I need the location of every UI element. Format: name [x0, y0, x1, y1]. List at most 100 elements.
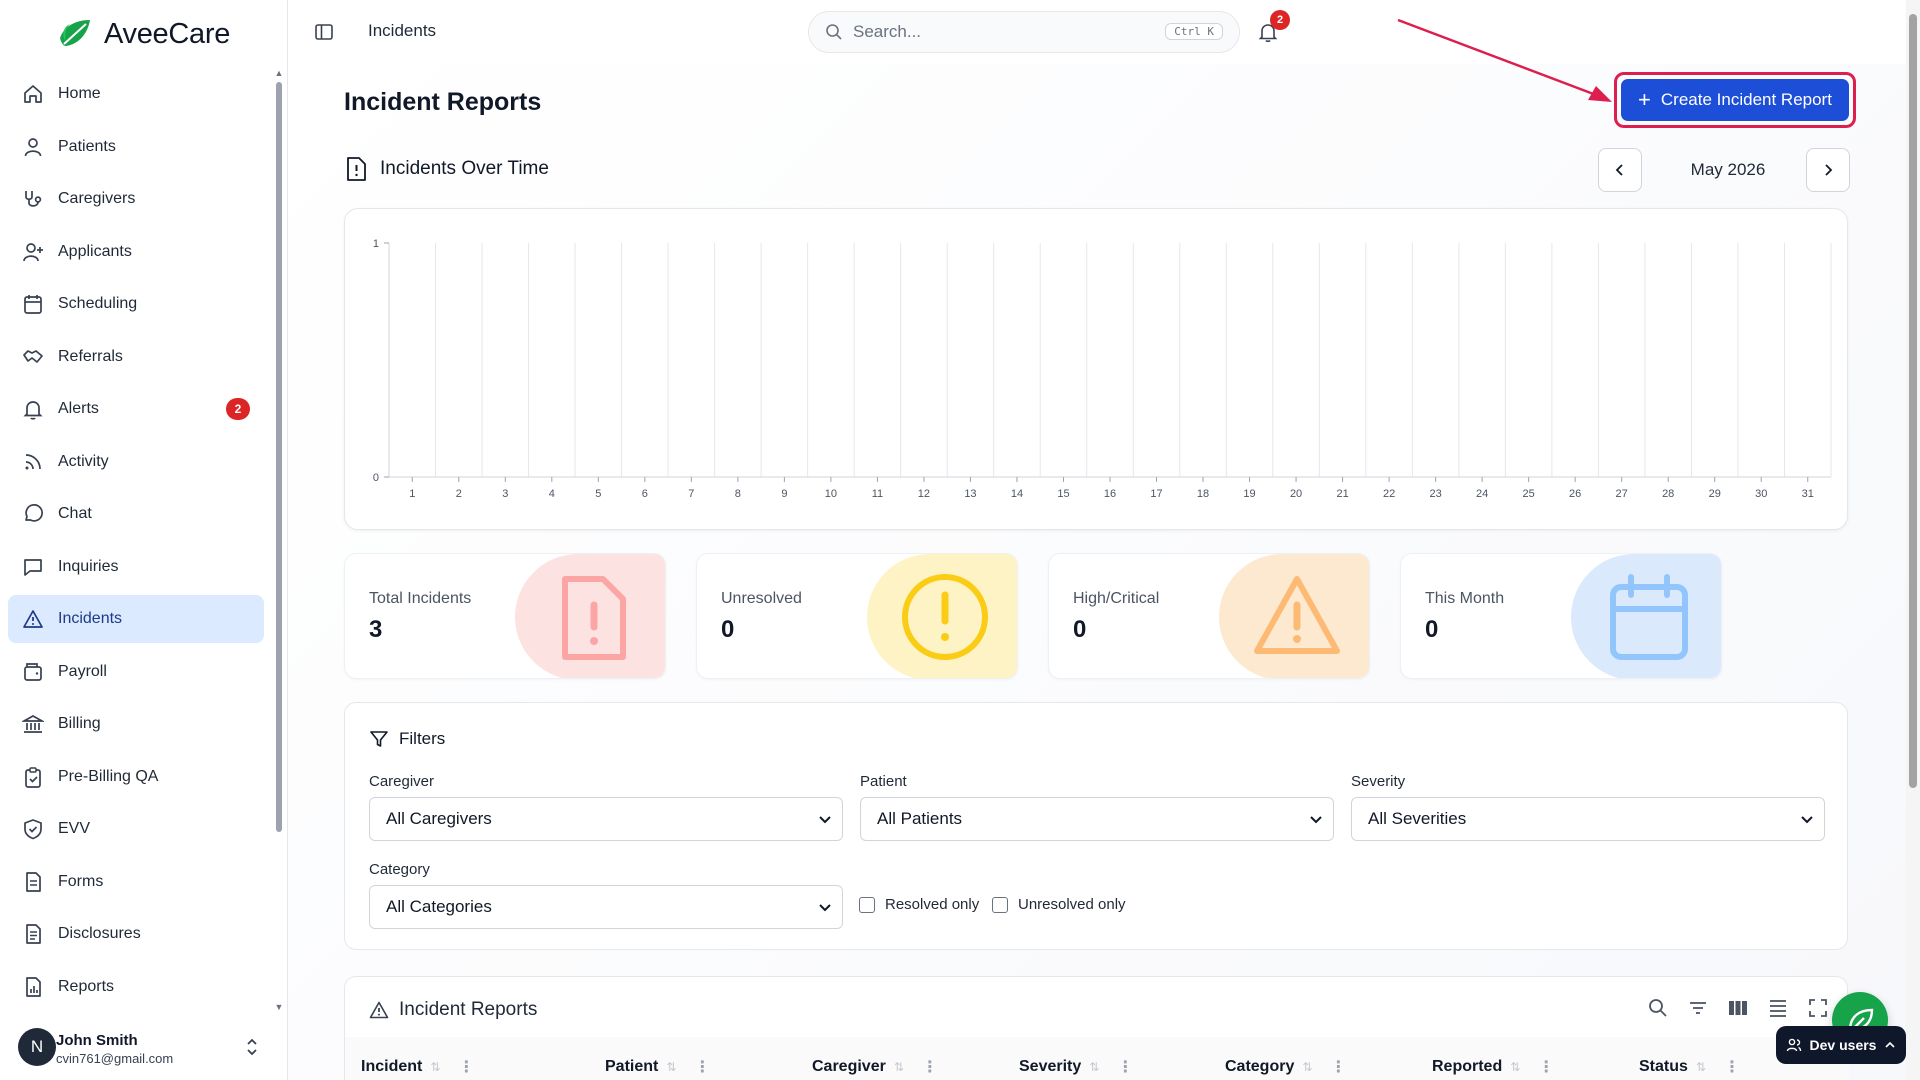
sidebar-item-alerts[interactable]: Alerts 2: [8, 385, 264, 433]
sidebar-scrollbar[interactable]: ▲ ▼: [274, 68, 284, 1012]
page-scrollbar[interactable]: [1906, 0, 1920, 1080]
x-tick-label: 15: [1057, 488, 1069, 500]
sidebar-toggle-icon[interactable]: [314, 22, 334, 42]
sidebar-item-reports[interactable]: Reports: [8, 963, 264, 1011]
x-tick-label: 19: [1243, 488, 1255, 500]
resolved-only-box[interactable]: [859, 896, 875, 913]
plus-icon: +: [1638, 87, 1651, 112]
x-tick-label: 31: [1802, 488, 1814, 500]
filters-title: Filters: [399, 729, 446, 748]
page-scroll-thumb[interactable]: [1909, 14, 1917, 788]
x-tick-label: 30: [1755, 488, 1767, 500]
sort-icon[interactable]: ⇅: [1089, 1060, 1100, 1074]
column-menu-icon[interactable]: ⋮: [458, 1059, 475, 1076]
sidebar-item-caregivers[interactable]: Caregivers: [8, 175, 264, 223]
search-icon[interactable]: [1647, 997, 1669, 1019]
columns-icon[interactable]: [1727, 997, 1749, 1019]
stat-value: 0: [721, 616, 735, 643]
column-header-patient[interactable]: Patient ⇅ ⋮: [605, 1057, 710, 1077]
x-tick-label: 23: [1429, 488, 1441, 500]
fullscreen-icon[interactable]: [1807, 997, 1829, 1019]
column-header-incident[interactable]: Incident ⇅ ⋮: [361, 1057, 474, 1077]
sidebar-item-label: Caregivers: [58, 190, 136, 207]
column-menu-icon[interactable]: ⋮: [694, 1059, 711, 1076]
scroll-up-icon[interactable]: ▲: [274, 68, 284, 78]
sidebar-item-activity[interactable]: Activity: [8, 438, 264, 486]
column-header-reported[interactable]: Reported ⇅ ⋮: [1432, 1057, 1554, 1077]
sidebar-item-home[interactable]: Home: [8, 70, 264, 118]
sidebar-item-evv[interactable]: EVV: [8, 805, 264, 853]
filter-lines-icon[interactable]: [1687, 997, 1709, 1019]
sort-icon[interactable]: ⇅: [666, 1060, 677, 1074]
sort-icon[interactable]: ⇅: [893, 1060, 904, 1074]
triangle-alert-icon: [23, 610, 43, 628]
x-tick-label: 3: [502, 488, 508, 500]
scroll-down-icon[interactable]: ▼: [274, 1002, 284, 1012]
patient-select-value: All Patients: [877, 809, 963, 828]
table-title: Incident Reports: [399, 999, 538, 1020]
stat-label: Total Incidents: [369, 590, 472, 607]
column-header-caregiver[interactable]: Caregiver ⇅ ⋮: [812, 1057, 938, 1077]
column-header-severity[interactable]: Severity ⇅ ⋮: [1019, 1057, 1133, 1077]
user-menu[interactable]: N John Smith cvin761@gmail.com: [18, 1024, 274, 1070]
stat-label: Unresolved: [721, 590, 802, 607]
x-tick-label: 24: [1476, 488, 1488, 500]
sidebar: AveeCare Home Patients Caregivers Applicant…: [0, 0, 288, 1080]
sort-icon[interactable]: ⇅: [1510, 1060, 1521, 1074]
sort-icon[interactable]: ⇅: [1302, 1060, 1313, 1074]
notifications-bell-icon[interactable]: [1256, 20, 1280, 44]
sidebar-item-payroll[interactable]: Payroll: [8, 648, 264, 696]
sidebar-item-applicants[interactable]: Applicants: [8, 228, 264, 276]
severity-select[interactable]: All Severities: [1351, 797, 1825, 841]
sidebar-item-incidents[interactable]: Incidents: [8, 595, 264, 643]
patient-select[interactable]: All Patients: [860, 797, 1334, 841]
topbar: Incidents Ctrl K 2: [288, 0, 1906, 64]
x-tick-label: 25: [1523, 488, 1535, 500]
sidebar-item-label: Inquiries: [58, 557, 119, 575]
sidebar-item-forms[interactable]: Forms: [8, 858, 264, 906]
caregiver-select[interactable]: All Caregivers: [369, 797, 843, 841]
chevron-down-icon: [819, 904, 831, 912]
density-icon[interactable]: [1767, 997, 1789, 1019]
app-logo[interactable]: AveeCare: [56, 14, 230, 54]
sidebar-item-scheduling[interactable]: Scheduling: [8, 280, 264, 328]
column-menu-icon[interactable]: ⋮: [1117, 1059, 1134, 1076]
unresolved-only-box[interactable]: [992, 896, 1008, 913]
column-menu-icon[interactable]: ⋮: [1538, 1059, 1555, 1076]
sidebar-item-chat[interactable]: Chat: [8, 490, 264, 538]
category-select[interactable]: All Categories: [369, 885, 843, 929]
dev-users-button[interactable]: Dev users: [1776, 1026, 1906, 1064]
previous-month-button[interactable]: [1598, 148, 1642, 192]
sidebar-item-disclosures[interactable]: Disclosures: [8, 910, 264, 958]
column-title: Category: [1225, 1058, 1295, 1075]
sidebar-item-billing[interactable]: Billing: [8, 700, 264, 748]
column-menu-icon[interactable]: ⋮: [921, 1059, 938, 1076]
page-title: Incident Reports: [344, 88, 542, 116]
column-menu-icon[interactable]: ⋮: [1330, 1059, 1347, 1076]
chevron-down-icon: [819, 816, 831, 824]
column-header-category[interactable]: Category ⇅ ⋮: [1225, 1057, 1346, 1077]
next-month-button[interactable]: [1806, 148, 1850, 192]
unresolved-only-checkbox[interactable]: Unresolved only: [992, 896, 1126, 913]
resolved-only-checkbox[interactable]: Resolved only: [859, 896, 979, 913]
highlight-box: + Create Incident Report: [1614, 72, 1856, 128]
sidebar-item-patients[interactable]: Patients: [8, 123, 264, 171]
column-menu-icon[interactable]: ⋮: [1723, 1059, 1740, 1076]
search-input[interactable]: [853, 22, 1183, 42]
create-incident-report-button[interactable]: + Create Incident Report: [1621, 79, 1849, 121]
sidebar-scroll-thumb[interactable]: [276, 82, 282, 832]
sidebar-item-inquiries[interactable]: Inquiries: [8, 543, 264, 591]
sidebar-item-pre-billing-qa[interactable]: Pre-Billing QA: [8, 753, 264, 801]
sidebar-item-label: Billing: [58, 715, 101, 732]
search-bar[interactable]: Ctrl K: [808, 11, 1240, 53]
file-list-icon: [26, 924, 41, 944]
x-tick-label: 29: [1709, 488, 1721, 500]
column-header-status[interactable]: Status ⇅ ⋮: [1639, 1057, 1740, 1077]
caregiver-select-value: All Caregivers: [386, 809, 492, 828]
chart-section-title: Incidents Over Time: [380, 158, 549, 179]
sidebar-item-label: Incidents: [58, 610, 123, 627]
sidebar-item-referrals[interactable]: Referrals: [8, 333, 264, 381]
y-tick-label: 1: [373, 238, 379, 250]
sort-icon[interactable]: ⇅: [430, 1060, 441, 1074]
sort-icon[interactable]: ⇅: [1695, 1060, 1706, 1074]
